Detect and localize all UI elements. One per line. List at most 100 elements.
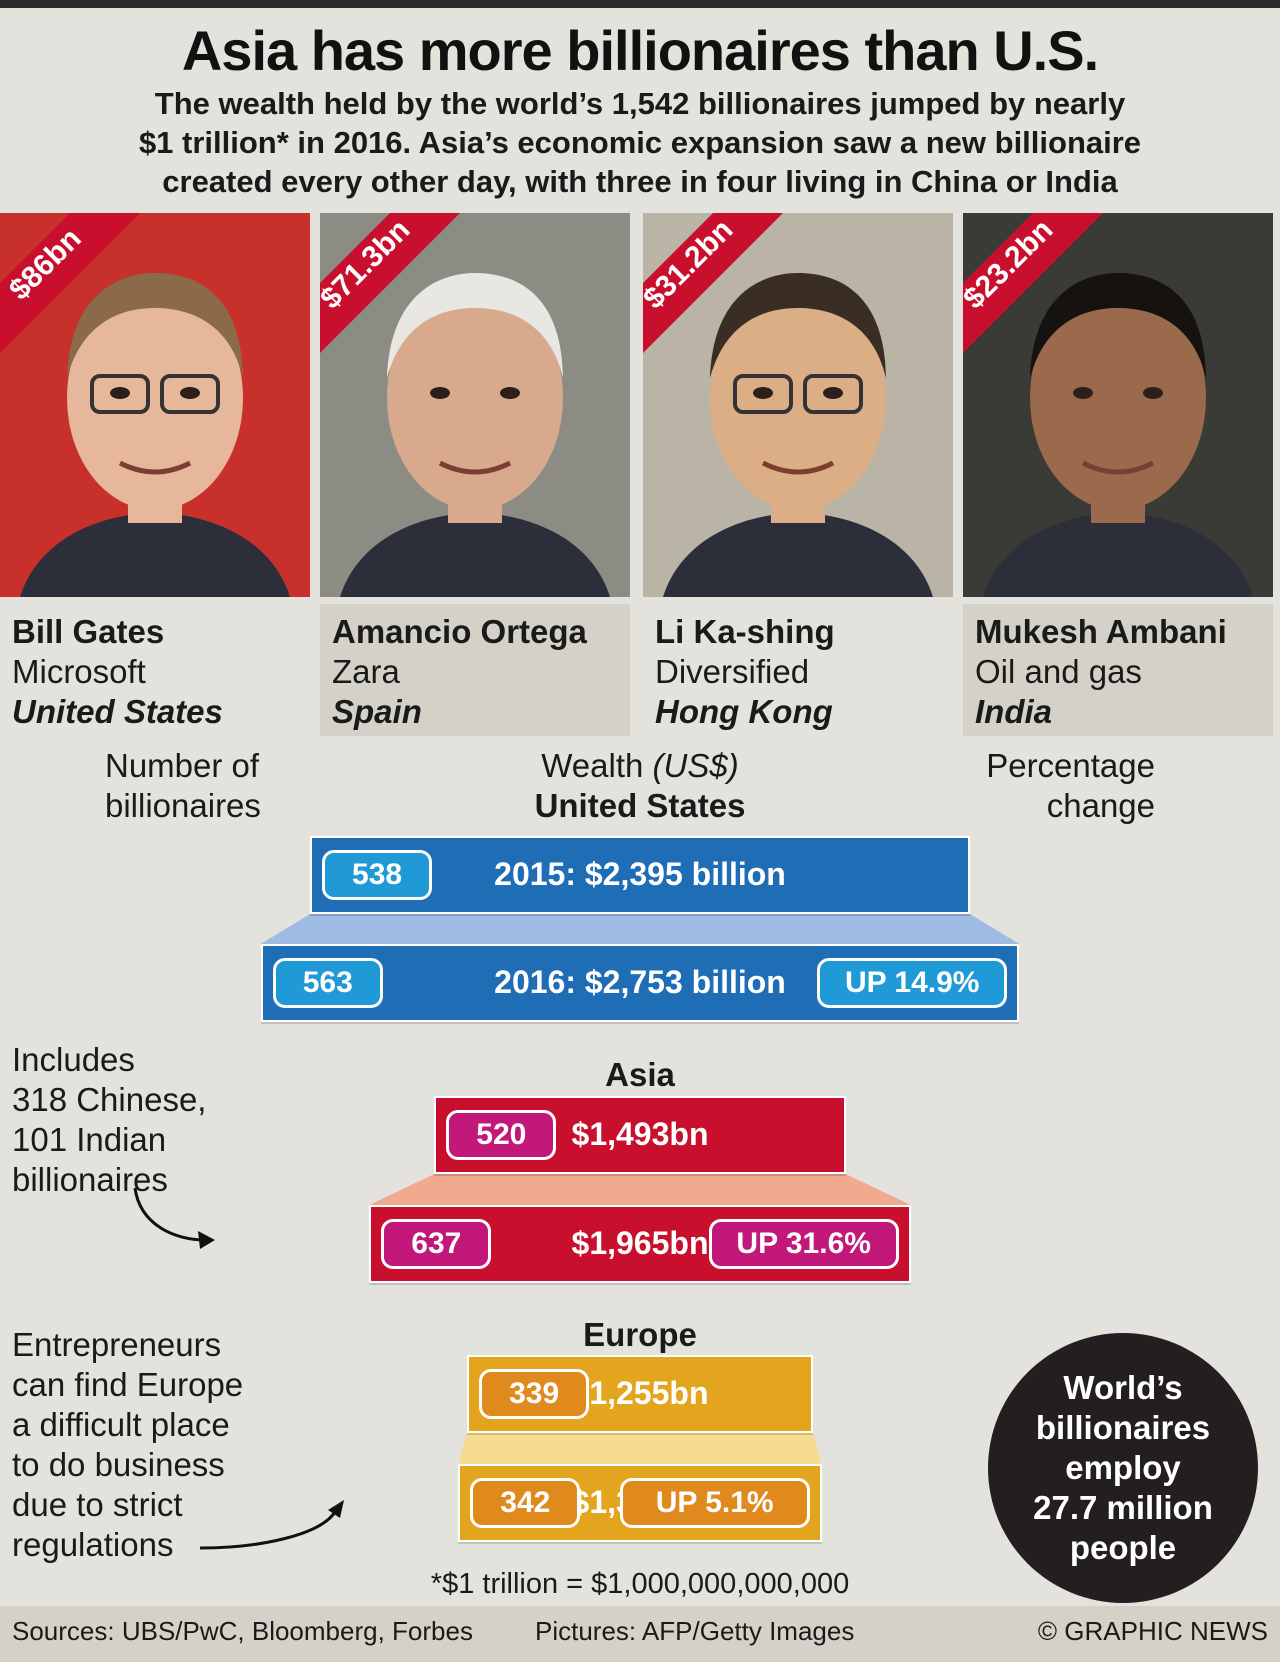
portrait-ortega: $71.3bn (320, 213, 630, 597)
person-country: Spain (332, 693, 422, 730)
note-line: regulations (12, 1526, 174, 1563)
person-card-ambani: Mukesh Ambani Oil and gas India (963, 604, 1273, 736)
left-eye (753, 387, 773, 399)
callout-line: World’s (1063, 1369, 1183, 1406)
right-eye (180, 387, 200, 399)
person-name: Amancio Ortega (332, 613, 587, 650)
person-country: India (975, 693, 1053, 730)
glasses-left (90, 374, 150, 414)
worth-ribbon (0, 213, 140, 353)
note-line: due to strict (12, 1486, 183, 1523)
header-line: Percentage (986, 747, 1155, 784)
mouth (438, 460, 512, 475)
callout-line: people (1069, 1529, 1177, 1566)
left-eye (1073, 387, 1093, 399)
suit (340, 513, 610, 597)
note-line: to do business (12, 1446, 225, 1483)
subtitle-line: created every other day, with three in f… (162, 164, 1118, 199)
header-line: billionaires (105, 787, 261, 824)
bar-value-label: $1,255bn (571, 1375, 709, 1411)
footnote: *$1 trillion = $1,000,000,000,000 (430, 1568, 850, 1600)
worth-ribbon (963, 213, 1103, 353)
suit (663, 513, 933, 597)
worth-ribbon (320, 213, 460, 353)
header-percentage-change: Percentage change (960, 746, 1155, 826)
person-name: Bill Gates (12, 613, 165, 650)
note-line: a difficult place (12, 1406, 230, 1443)
billionaire-count-badge: 520 (446, 1110, 557, 1160)
note-line: Entrepreneurs (12, 1326, 222, 1363)
person-company: Oil and gas (975, 653, 1142, 690)
footer-credit: © GRAPHIC NEWS (1037, 1616, 1268, 1646)
region-title-europe: Europe (583, 1316, 697, 1353)
note-line: 101 Indian (12, 1121, 167, 1158)
page-title: Asia has more billionaires than U.S. (181, 19, 1099, 82)
hair (1030, 273, 1206, 378)
portrait-ambani: $23.2bn (963, 213, 1273, 597)
billionaire-count-badge: 342 (470, 1478, 581, 1528)
footer-bar (0, 1606, 1280, 1662)
callout-line: 27.7 million (1033, 1489, 1213, 1526)
region-title-asia: Asia (605, 1056, 675, 1093)
mouth (1081, 460, 1155, 475)
mouth (118, 460, 192, 475)
billionaire-count-badge: 538 (322, 850, 433, 900)
asia-arrowhead (198, 1231, 215, 1249)
face (710, 286, 886, 510)
europe-arrow (199, 1511, 337, 1550)
header-wealth-unit: (US$) (652, 747, 739, 784)
callout-line: billionaires (1035, 1409, 1211, 1446)
left-eye (110, 387, 130, 399)
person-card-li: Li Ka-shing Diversified Hong Kong (643, 604, 953, 736)
mouth (761, 460, 835, 475)
right-eye (500, 387, 520, 399)
header-wealth: Wealth (US$) United States (440, 746, 840, 826)
person-country: United States (12, 693, 223, 730)
glasses-left (733, 374, 793, 414)
face (1030, 286, 1206, 510)
callout-line: employ (1065, 1449, 1181, 1486)
footer-sources: Sources: UBS/PwC, Bloomberg, Forbes (12, 1616, 473, 1646)
hair (67, 273, 243, 378)
percent-change-badge: UP 5.1% (619, 1478, 810, 1528)
bar-value-label: 2016: $2,753 billion (494, 964, 786, 1000)
header-wealth-label: Wealth (541, 747, 644, 784)
europe-arrowhead (328, 1500, 344, 1518)
person-company: Zara (332, 653, 400, 690)
left-eye (430, 387, 450, 399)
bar-value-label: $1,965bn (571, 1225, 709, 1261)
person-company: Microsoft (12, 653, 146, 690)
percent-change-badge: UP 14.9% (817, 958, 1008, 1008)
note-line: 318 Chinese, (12, 1081, 207, 1118)
right-eye (1143, 387, 1163, 399)
note-line: can find Europe (12, 1366, 244, 1403)
note-line: Includes (12, 1041, 135, 1078)
bar-value-label: 2015: $2,395 billion (494, 856, 786, 892)
footer-pictures: Pictures: AFP/Getty Images (535, 1616, 855, 1646)
subtitle: The wealth held by the world’s 1,542 bil… (60, 84, 1220, 201)
suit (983, 513, 1253, 597)
face (387, 286, 563, 510)
person-card-gates: Bill Gates Microsoft United States (0, 604, 310, 736)
header-number-of-billionaires: Number of billionaires (105, 746, 261, 826)
person-company: Diversified (655, 653, 810, 690)
right-eye (823, 387, 843, 399)
person-name: Li Ka-shing (655, 613, 835, 650)
face (67, 286, 243, 510)
header-line: Wealth (US$) (440, 746, 840, 786)
note-line: billionaires (12, 1161, 168, 1198)
person-name: Mukesh Ambani (975, 613, 1227, 650)
billionaire-count-badge: 637 (381, 1219, 492, 1269)
hair (387, 273, 563, 378)
header-line: change (1046, 787, 1155, 824)
top-rule (0, 0, 1280, 8)
subtitle-line: The wealth held by the world’s 1,542 bil… (154, 86, 1126, 121)
person-card-ortega: Amancio Ortega Zara Spain (320, 604, 630, 736)
employment-callout: World’s billionaires employ 27.7 million… (988, 1333, 1258, 1603)
billionaire-count-badge: 339 (479, 1369, 590, 1419)
asia-note: Includes 318 Chinese, 101 Indian billion… (12, 1040, 206, 1200)
header-line: Number of (105, 747, 260, 784)
person-country: Hong Kong (655, 693, 833, 730)
worth-ribbon (643, 213, 783, 353)
